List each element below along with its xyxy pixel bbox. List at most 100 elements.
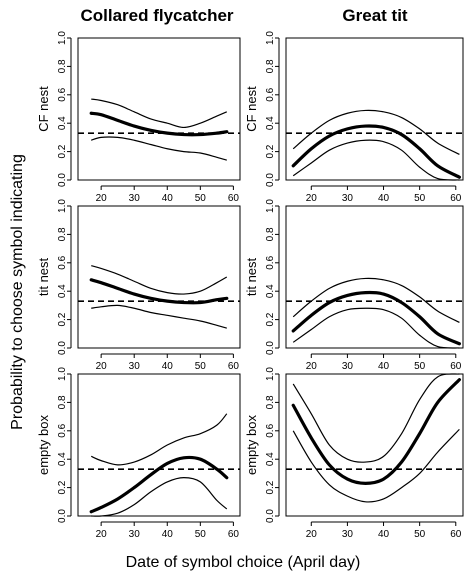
panel-tit-nest-collared-flycatcher-x-tick-label: 60 (228, 361, 240, 372)
panel-cf-nest-collared-flycatcher-x-tick-label: 60 (228, 193, 240, 204)
panel-cf-nest-great-tit-x-tick-label: 30 (342, 193, 354, 204)
column-title-left: Collared flycatcher (80, 6, 233, 25)
panel-tit-nest-collared-flycatcher-upper-ci-line (91, 265, 228, 295)
panel-tit-nest-great-tit-y-tick-label: 0.4 (265, 284, 276, 298)
panel-tit-nest-great-tit: 0.0 0.2 0.4 0.6 0.8 1.0 20 30 40 50 60 tit nest (244, 199, 464, 372)
panel-cf-nest-great-tit-y-tick-label: 0.0 (265, 173, 276, 187)
panel-tit-nest-collared-flycatcher-estimate-line (89, 278, 229, 305)
panel-cf-nest-great-tit-y-tick-label: 0.2 (265, 144, 276, 158)
panel-cf-nest-great-tit-x-tick-label: 60 (450, 193, 462, 204)
panel-tit-nest-collared-flycatcher-x-tick-label: 20 (96, 361, 108, 372)
panel-tit-nest-collared-flycatcher-x-tick-label: 40 (162, 361, 174, 372)
panel-tit-nest-collared-flycatcher-x-tick-label: 30 (129, 361, 141, 372)
panel-cf-nest-collared-flycatcher-y-tick-label: 0.4 (57, 116, 68, 130)
panel-tit-nest-collared-flycatcher-row-label: tit nest (36, 257, 51, 296)
panel-tit-nest-collared-flycatcher-y-tick-label: 0.2 (57, 312, 68, 326)
panel-tit-nest-great-tit-y-tick-label: 0.0 (265, 341, 276, 355)
y-axis-label: Probability to choose symbol indicating (9, 154, 26, 430)
panel-cf-nest-collared-flycatcher: 0.0 0.2 0.4 0.6 0.8 1.0 20 30 40 50 60 CF nest (36, 31, 241, 204)
panel-empty-box-collared-flycatcher-y-tick-label: 0.2 (57, 480, 68, 494)
panel-cf-nest-great-tit-lower-ci-line (292, 139, 460, 181)
panel-empty-box-great-tit-x-tick-label: 30 (342, 529, 354, 540)
panel-tit-nest-collared-flycatcher-x-tick-label: 50 (195, 361, 207, 372)
panel-tit-nest-great-tit-row-label: tit nest (244, 257, 259, 296)
panel-cf-nest-great-tit-y-tick-label: 0.8 (265, 59, 276, 73)
panel-tit-nest-collared-flycatcher-y-tick-label: 0.6 (57, 255, 68, 269)
panel-cf-nest-great-tit-frame (285, 37, 464, 181)
panel-cf-nest-great-tit-y-tick-label: 0.6 (265, 87, 276, 101)
panel-tit-nest-great-tit-x-tick-label: 40 (378, 361, 390, 372)
panel-tit-nest-collared-flycatcher-lower-ci-line (91, 304, 227, 329)
panel-cf-nest-great-tit-x-tick-label: 50 (414, 193, 426, 204)
panel-tit-nest-collared-flycatcher-frame (77, 205, 241, 349)
panel-empty-box-collared-flycatcher-frame (77, 373, 241, 517)
panel-cf-nest-great-tit-y-tick-label: 0.4 (265, 116, 276, 130)
panel-tit-nest-great-tit-y-tick-label: 0.2 (265, 312, 276, 326)
panel-empty-box-collared-flycatcher-y-tick-label: 0.8 (57, 395, 68, 409)
panel-cf-nest-great-tit: 0.0 0.2 0.4 0.6 0.8 1.0 20 30 40 50 60 CF nest (244, 31, 464, 204)
panel-tit-nest-great-tit-x-tick-label: 60 (450, 361, 462, 372)
column-title-right: Great tit (342, 6, 408, 25)
panel-cf-nest-collared-flycatcher-row-label: CF nest (36, 86, 51, 132)
panel-cf-nest-great-tit-x-tick-label: 20 (306, 193, 318, 204)
panel-empty-box-great-tit-y-tick-label: 0.6 (265, 423, 276, 437)
panel-tit-nest-great-tit-y-tick-label: 0.6 (265, 255, 276, 269)
panel-cf-nest-collared-flycatcher-estimate-line (89, 111, 229, 137)
panel-tit-nest-great-tit-upper-ci-line (292, 277, 460, 323)
panel-cf-nest-collared-flycatcher-frame (77, 37, 241, 181)
panel-empty-box-collared-flycatcher-x-tick-label: 50 (195, 529, 207, 540)
panel-empty-box-collared-flycatcher-x-tick-label: 40 (162, 529, 174, 540)
panel-empty-box-collared-flycatcher-x-tick-label: 20 (96, 529, 108, 540)
panel-empty-box-great-tit-y-tick-label: 0.2 (265, 480, 276, 494)
panel-empty-box-great-tit-row-label: empty box (244, 415, 259, 475)
panel-empty-box-great-tit-lower-ci-line (292, 428, 460, 503)
panel-empty-box-great-tit-x-tick-label: 50 (414, 529, 426, 540)
panel-tit-nest-great-tit-x-tick-label: 50 (414, 361, 426, 372)
panel-cf-nest-collared-flycatcher-x-tick-label: 50 (195, 193, 207, 204)
panel-empty-box-collared-flycatcher-estimate-line (89, 455, 229, 514)
panel-cf-nest-collared-flycatcher-y-tick-label: 1.0 (57, 31, 68, 45)
panel-empty-box-great-tit: 0.0 0.2 0.4 0.6 0.8 1.0 20 30 40 50 60 empty box (244, 367, 464, 540)
panel-empty-box-collared-flycatcher-y-tick-label: 0.0 (57, 509, 68, 523)
panel-empty-box-collared-flycatcher-row-label: empty box (36, 415, 51, 475)
panel-tit-nest-collared-flycatcher: 0.0 0.2 0.4 0.6 0.8 1.0 20 30 40 50 60 tit nest (36, 199, 241, 372)
panel-cf-nest-collared-flycatcher-x-tick-label: 20 (96, 193, 108, 204)
panel-empty-box-great-tit-y-tick-label: 0.4 (265, 452, 276, 466)
panel-cf-nest-collared-flycatcher-lower-ci-line (91, 136, 227, 161)
panel-empty-box-great-tit-upper-ci-line (292, 373, 460, 463)
panel-empty-box-collared-flycatcher-upper-ci-line (90, 413, 228, 466)
panel-cf-nest-collared-flycatcher-y-tick-label: 0.2 (57, 144, 68, 158)
panel-empty-box-collared-flycatcher-x-tick-label: 30 (129, 529, 141, 540)
panel-tit-nest-great-tit-y-tick-label: 1.0 (265, 199, 276, 213)
panel-empty-box-great-tit-y-tick-label: 0.0 (265, 509, 276, 523)
panel-cf-nest-great-tit-upper-ci-line (292, 109, 460, 155)
panel-tit-nest-collared-flycatcher-y-tick-label: 0.0 (57, 341, 68, 355)
panel-tit-nest-collared-flycatcher-y-tick-label: 0.4 (57, 284, 68, 298)
panel-cf-nest-great-tit-estimate-line (291, 124, 461, 179)
panel-cf-nest-collared-flycatcher-x-tick-label: 30 (129, 193, 141, 204)
panel-empty-box-great-tit-estimate-line (291, 378, 461, 485)
panel-tit-nest-great-tit-x-tick-label: 30 (342, 361, 354, 372)
panel-cf-nest-great-tit-x-tick-label: 40 (378, 193, 390, 204)
panel-empty-box-great-tit-x-tick-label: 60 (450, 529, 462, 540)
panel-empty-box-collared-flycatcher-x-tick-label: 60 (228, 529, 240, 540)
panel-tit-nest-great-tit-x-tick-label: 20 (306, 361, 318, 372)
panel-tit-nest-collared-flycatcher-y-tick-label: 0.8 (57, 227, 68, 241)
panel-cf-nest-collared-flycatcher-y-tick-label: 0.8 (57, 59, 68, 73)
panel-empty-box-collared-flycatcher-y-tick-label: 0.4 (57, 452, 68, 466)
panel-empty-box-great-tit-x-tick-label: 40 (378, 529, 390, 540)
panel-cf-nest-great-tit-y-tick-label: 1.0 (265, 31, 276, 45)
panel-empty-box-great-tit-y-tick-label: 0.8 (265, 395, 276, 409)
panel-empty-box-collared-flycatcher-y-tick-label: 0.6 (57, 423, 68, 437)
panel-cf-nest-collared-flycatcher-y-tick-label: 0.0 (57, 173, 68, 187)
panel-empty-box-great-tit-frame (285, 373, 464, 517)
panel-empty-box-great-tit-y-tick-label: 1.0 (265, 367, 276, 381)
panel-tit-nest-collared-flycatcher-y-tick-label: 1.0 (57, 199, 68, 213)
panel-cf-nest-great-tit-row-label: CF nest (244, 86, 259, 132)
panel-tit-nest-great-tit-estimate-line (291, 290, 461, 346)
panel-tit-nest-great-tit-y-tick-label: 0.8 (265, 227, 276, 241)
panel-cf-nest-collared-flycatcher-upper-ci-line (91, 98, 228, 129)
panel-cf-nest-collared-flycatcher-x-tick-label: 40 (162, 193, 174, 204)
